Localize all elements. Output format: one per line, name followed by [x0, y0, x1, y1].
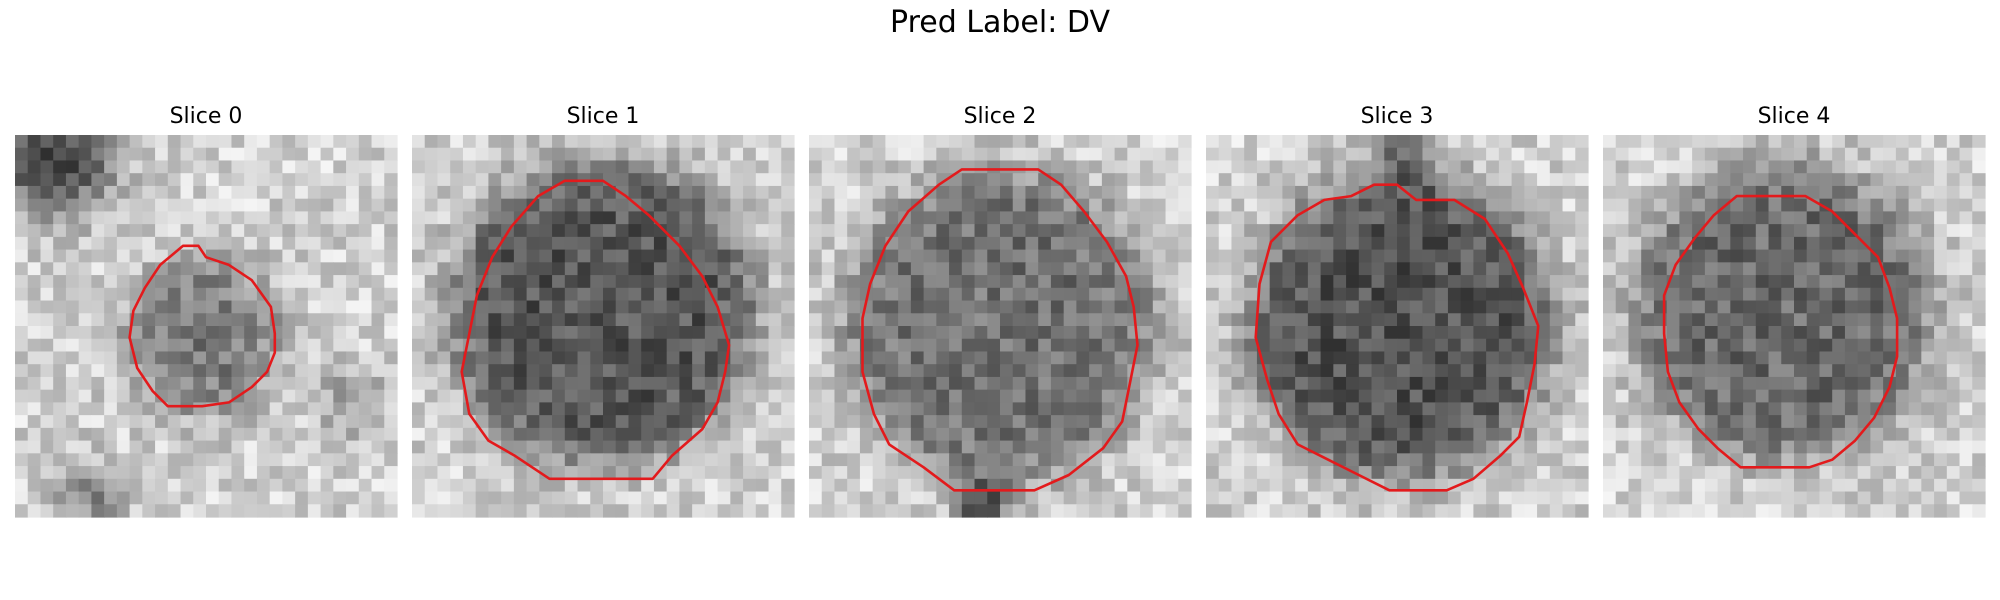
- slice-image: [1206, 135, 1589, 518]
- slice-panels: Slice 0 Slice 1 Slice 2 Slice 3 Slice 4: [15, 104, 1986, 518]
- slice-image: [412, 135, 795, 518]
- slice-image: [1603, 135, 1986, 518]
- segmentation-contour: [460, 179, 731, 481]
- slice-panel-3: Slice 3: [1206, 104, 1589, 518]
- segmentation-contour: [128, 244, 277, 408]
- segmentation-contour: [1254, 183, 1540, 492]
- slice-image: [15, 135, 398, 518]
- segmentation-contour: [1662, 194, 1899, 469]
- slice-title: Slice 2: [964, 104, 1037, 129]
- segmentation-contour: [861, 168, 1139, 492]
- slice-image: [809, 135, 1192, 518]
- slice-title: Slice 1: [567, 104, 640, 129]
- slice-title: Slice 3: [1361, 104, 1434, 129]
- figure-title: Pred Label: DV: [890, 5, 1110, 40]
- slice-title: Slice 0: [170, 104, 243, 129]
- slice-panel-2: Slice 2: [809, 104, 1192, 518]
- slice-title: Slice 4: [1758, 104, 1831, 129]
- slice-panel-4: Slice 4: [1603, 104, 1986, 518]
- slice-panel-1: Slice 1: [412, 104, 795, 518]
- slice-panel-0: Slice 0: [15, 104, 398, 518]
